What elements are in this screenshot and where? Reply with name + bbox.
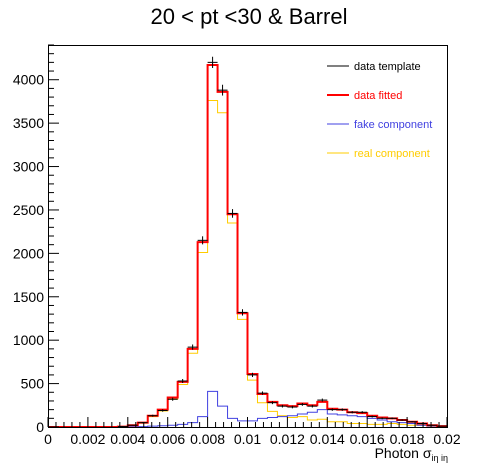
- legend-label: real component: [354, 148, 430, 160]
- legend-label: data template: [354, 61, 421, 73]
- y-tick-label: 2000: [13, 245, 44, 261]
- y-tick-label: 3500: [13, 115, 44, 131]
- legend-item-data-template: data template: [327, 61, 421, 73]
- data-point: [337, 408, 348, 411]
- data-point: [317, 398, 328, 402]
- y-tick-label: 1500: [13, 289, 44, 305]
- data-point: [407, 421, 418, 423]
- data-point: [297, 403, 308, 406]
- data-point: [217, 84, 228, 96]
- data-point: [277, 404, 288, 408]
- data-point: [257, 391, 268, 395]
- data-point: [247, 372, 258, 378]
- data-point: [167, 397, 178, 401]
- plot-series: [48, 56, 447, 428]
- data-point: [197, 236, 208, 245]
- y-axis: 0 500 1000 1500 2000 2500 3000 3500 4000: [13, 44, 59, 435]
- y-tick-label: 500: [21, 376, 45, 392]
- data-point: [347, 411, 358, 414]
- x-tick-label: 0.004: [110, 431, 145, 447]
- data-point: [357, 411, 368, 414]
- data-point: [327, 408, 338, 411]
- y-tick-label: 1000: [13, 332, 44, 348]
- x-tick-label: 0.006: [150, 431, 185, 447]
- x-tick-label: 0.01: [234, 431, 261, 447]
- y-tick-label: 0: [36, 419, 44, 435]
- data-point: [157, 409, 168, 412]
- x-tick-label: 0.018: [390, 431, 425, 447]
- data-point: [377, 417, 388, 420]
- data-point: [427, 424, 438, 426]
- legend: data template data fitted fake component re…: [327, 61, 432, 160]
- legend-item-fake-component: fake component: [327, 119, 432, 131]
- data-point: [177, 378, 188, 383]
- x-tick-label: 0.016: [350, 431, 385, 447]
- legend-item-data-fitted: data fitted: [327, 90, 402, 102]
- y-tick-label: 4000: [13, 72, 44, 88]
- x-tick-label: 0.02: [433, 431, 460, 447]
- x-tick-label: 0.002: [70, 431, 105, 447]
- data-template-points: [117, 56, 447, 428]
- data-point: [237, 309, 248, 316]
- x-tick-label: 0.008: [190, 431, 225, 447]
- data-point: [227, 209, 238, 218]
- x-axis-title: Photon σiη iη: [375, 445, 448, 463]
- x-tick-label: 0.014: [310, 431, 345, 447]
- legend-item-real-component: real component: [327, 148, 430, 160]
- data-point: [367, 415, 378, 418]
- legend-label: fake component: [354, 119, 432, 131]
- data-point: [187, 344, 198, 350]
- data-point: [147, 414, 158, 417]
- data-point: [387, 417, 398, 420]
- data-point: [207, 56, 218, 68]
- data-point: [417, 422, 428, 425]
- data-point: [137, 422, 148, 424]
- x-axis: 0 0.002 0.004 0.006 0.008 0.01 0.012 0.014 0.016…: [44, 417, 461, 447]
- x-tick-label: 0: [44, 431, 52, 447]
- data-point: [307, 404, 318, 408]
- data-point: [267, 401, 278, 405]
- x-tick-label: 0.012: [270, 431, 305, 447]
- chart-title: 20 < pt <30 & Barrel: [151, 4, 348, 29]
- legend-label: data fitted: [354, 90, 402, 102]
- data-point: [287, 405, 298, 409]
- y-tick-label: 2500: [13, 202, 44, 218]
- y-tick-label: 3000: [13, 159, 44, 175]
- fake-component-line: [48, 390, 447, 428]
- data-point: [397, 419, 408, 421]
